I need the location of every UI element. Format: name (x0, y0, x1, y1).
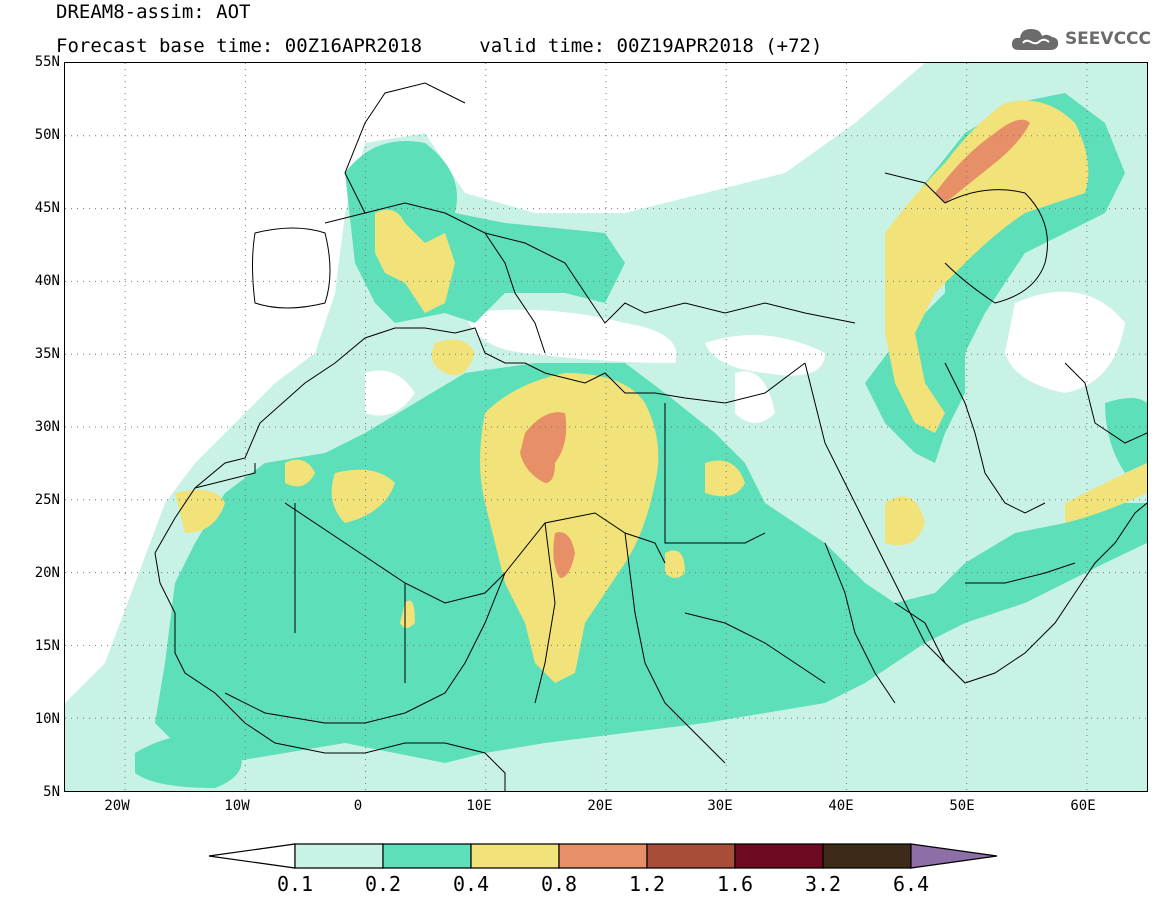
lat-label: 50N (34, 127, 60, 143)
lat-label: 30N (34, 419, 60, 435)
map-title: DREAM8-assim: AOT (56, 1, 251, 23)
base-time-label: Forecast base time: 00Z16APR2018 (56, 35, 423, 57)
aot-layer-0.8 (520, 119, 1030, 578)
lon-label: 50E (949, 798, 975, 814)
lon-label: 10W (224, 798, 250, 814)
aot-colorbar (208, 843, 998, 869)
colorbar-label: 3.2 (804, 872, 842, 896)
lat-label: 5N (43, 784, 60, 800)
map-area (64, 62, 1148, 792)
lon-label: 20E (587, 798, 613, 814)
aot-map (65, 63, 1147, 791)
country-borders (154, 82, 1147, 791)
colorbar-label: 1.6 (716, 872, 754, 896)
colorbar-swatch (294, 843, 384, 869)
colorbar-label: 0.8 (540, 872, 578, 896)
seevccc-logo: SEEVCCC (1009, 24, 1151, 54)
colorbar-swatch (382, 843, 472, 869)
colorbar-low-triangle (208, 843, 296, 869)
lat-label: 45N (34, 200, 60, 216)
valid-time-label: valid time: 00Z19APR2018 (+72) (479, 35, 823, 57)
lon-label: 10E (466, 798, 492, 814)
colorbar-swatch (470, 843, 560, 869)
colorbar-label: 0.4 (452, 872, 490, 896)
colorbar-label: 0.1 (276, 872, 314, 896)
colorbar-swatch (822, 843, 912, 869)
lon-label: 0 (353, 798, 363, 814)
lat-label: 55N (34, 54, 60, 70)
lat-label: 25N (34, 492, 60, 508)
colorbar-swatch (734, 843, 824, 869)
time-info: Forecast base time: 00Z16APR2018 valid t… (56, 36, 822, 56)
graticule (65, 63, 1147, 791)
lon-label: 40E (828, 798, 854, 814)
lat-label: 10N (34, 711, 60, 727)
lon-label: 30E (707, 798, 733, 814)
colorbar-high-triangle (910, 843, 998, 869)
colorbar-label: 1.2 (628, 872, 666, 896)
lat-label: 15N (34, 638, 60, 654)
colorbar-label: 6.4 (892, 872, 930, 896)
lat-label: 35N (34, 346, 60, 362)
lat-label: 20N (34, 565, 60, 581)
colorbar-label: 0.2 (364, 872, 402, 896)
lon-label: 20W (104, 798, 130, 814)
colorbar-swatch (558, 843, 648, 869)
lat-label: 40N (34, 273, 60, 289)
cloud-icon (1011, 29, 1059, 50)
logo-text: SEEVCCC (1064, 29, 1151, 49)
colorbar-swatch (646, 843, 736, 869)
lon-label: 60E (1070, 798, 1096, 814)
